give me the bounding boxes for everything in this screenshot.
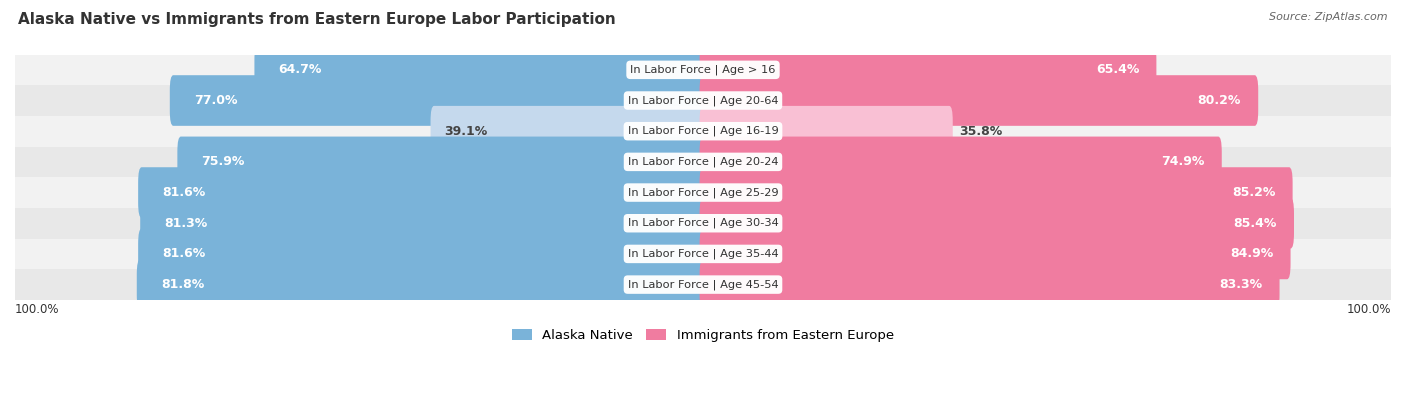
Text: In Labor Force | Age 20-24: In Labor Force | Age 20-24 <box>627 157 779 167</box>
Text: 74.9%: 74.9% <box>1161 155 1205 168</box>
Text: 77.0%: 77.0% <box>194 94 238 107</box>
Text: 80.2%: 80.2% <box>1198 94 1241 107</box>
FancyBboxPatch shape <box>700 45 1156 95</box>
Text: In Labor Force | Age 16-19: In Labor Force | Age 16-19 <box>627 126 779 136</box>
FancyBboxPatch shape <box>700 198 1294 248</box>
Text: Alaska Native vs Immigrants from Eastern Europe Labor Participation: Alaska Native vs Immigrants from Eastern… <box>18 12 616 27</box>
FancyBboxPatch shape <box>138 167 706 218</box>
Bar <box>15 177 1391 208</box>
Bar <box>15 116 1391 147</box>
FancyBboxPatch shape <box>700 167 1292 218</box>
Legend: Alaska Native, Immigrants from Eastern Europe: Alaska Native, Immigrants from Eastern E… <box>506 324 900 347</box>
Text: 81.3%: 81.3% <box>165 217 208 230</box>
FancyBboxPatch shape <box>700 259 1279 310</box>
FancyBboxPatch shape <box>138 229 706 279</box>
FancyBboxPatch shape <box>141 198 706 248</box>
Bar <box>15 269 1391 300</box>
Text: 81.6%: 81.6% <box>162 186 205 199</box>
FancyBboxPatch shape <box>700 106 953 156</box>
Bar <box>15 55 1391 85</box>
Text: 65.4%: 65.4% <box>1095 63 1139 76</box>
Text: 39.1%: 39.1% <box>444 125 488 138</box>
Bar <box>15 208 1391 239</box>
Text: In Labor Force | Age 45-54: In Labor Force | Age 45-54 <box>627 279 779 290</box>
FancyBboxPatch shape <box>700 229 1291 279</box>
Text: 64.7%: 64.7% <box>278 63 322 76</box>
Text: In Labor Force | Age 25-29: In Labor Force | Age 25-29 <box>627 187 779 198</box>
FancyBboxPatch shape <box>700 137 1222 187</box>
FancyBboxPatch shape <box>136 259 706 310</box>
Bar <box>15 147 1391 177</box>
Text: In Labor Force | Age 30-34: In Labor Force | Age 30-34 <box>627 218 779 228</box>
Text: 81.6%: 81.6% <box>162 247 205 260</box>
Text: 84.9%: 84.9% <box>1230 247 1274 260</box>
Text: In Labor Force | Age 35-44: In Labor Force | Age 35-44 <box>627 249 779 259</box>
FancyBboxPatch shape <box>700 75 1258 126</box>
Text: 85.4%: 85.4% <box>1233 217 1277 230</box>
Text: 81.8%: 81.8% <box>160 278 204 291</box>
Text: 83.3%: 83.3% <box>1219 278 1263 291</box>
Text: In Labor Force | Age 20-64: In Labor Force | Age 20-64 <box>627 95 779 106</box>
Text: Source: ZipAtlas.com: Source: ZipAtlas.com <box>1270 12 1388 22</box>
Bar <box>15 239 1391 269</box>
Text: 100.0%: 100.0% <box>1347 303 1391 316</box>
FancyBboxPatch shape <box>430 106 706 156</box>
Text: 75.9%: 75.9% <box>201 155 245 168</box>
Text: 100.0%: 100.0% <box>15 303 59 316</box>
FancyBboxPatch shape <box>254 45 706 95</box>
Text: In Labor Force | Age > 16: In Labor Force | Age > 16 <box>630 65 776 75</box>
Text: 35.8%: 35.8% <box>960 125 1002 138</box>
Text: 85.2%: 85.2% <box>1232 186 1275 199</box>
FancyBboxPatch shape <box>170 75 706 126</box>
Bar <box>15 85 1391 116</box>
FancyBboxPatch shape <box>177 137 706 187</box>
